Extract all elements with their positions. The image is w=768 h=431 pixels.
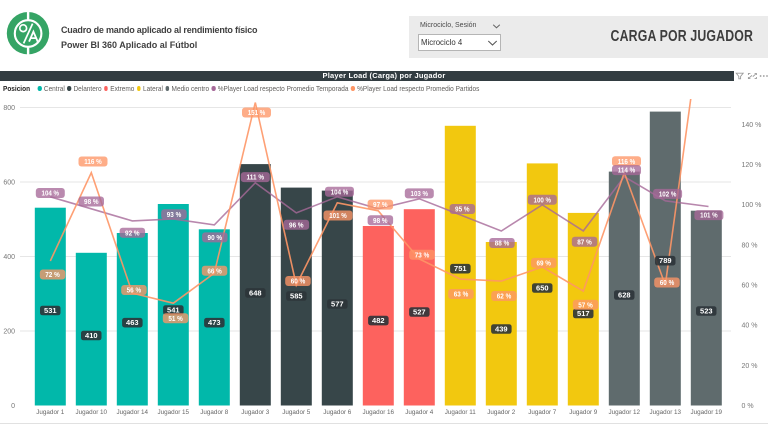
- svg-text:95 %: 95 %: [455, 205, 470, 214]
- svg-text:628: 628: [618, 293, 631, 300]
- svg-text:96 %: 96 %: [289, 220, 304, 229]
- svg-text:102 %: 102 %: [659, 190, 677, 199]
- svg-text:Jugador 10: Jugador 10: [76, 409, 108, 416]
- svg-text:151 %: 151 %: [248, 108, 266, 117]
- svg-text:585: 585: [290, 294, 303, 301]
- svg-text:140 %: 140 %: [742, 122, 762, 129]
- svg-text:63 %: 63 %: [454, 290, 469, 299]
- svg-text:577: 577: [331, 302, 344, 309]
- svg-text:56 %: 56 %: [127, 286, 142, 295]
- svg-text:98 %: 98 %: [84, 197, 99, 206]
- svg-text:101 %: 101 %: [329, 211, 347, 220]
- svg-text:650: 650: [536, 286, 549, 293]
- svg-text:92 %: 92 %: [125, 228, 140, 237]
- svg-text:Jugador 8: Jugador 8: [200, 409, 229, 416]
- svg-text:0 %: 0 %: [742, 403, 754, 410]
- svg-text:400: 400: [3, 254, 15, 261]
- svg-text:62 %: 62 %: [497, 292, 512, 301]
- svg-text:120 %: 120 %: [742, 162, 762, 169]
- svg-text:Jugador 7: Jugador 7: [528, 409, 557, 416]
- svg-text:482: 482: [372, 318, 385, 325]
- svg-text:751: 751: [454, 266, 467, 273]
- svg-text:72 %: 72 %: [45, 270, 60, 279]
- svg-text:800: 800: [3, 105, 15, 112]
- svg-text:66 %: 66 %: [207, 266, 222, 275]
- svg-text:Jugador 14: Jugador 14: [117, 409, 149, 416]
- svg-text:527: 527: [413, 310, 426, 317]
- svg-text:57 %: 57 %: [578, 300, 593, 309]
- svg-text:93 %: 93 %: [167, 210, 182, 219]
- svg-text:Jugador 1: Jugador 1: [36, 409, 65, 416]
- svg-text:104 %: 104 %: [42, 189, 60, 198]
- svg-text:Jugador 5: Jugador 5: [282, 409, 311, 416]
- svg-text:90 %: 90 %: [208, 233, 223, 242]
- svg-text:Jugador 3: Jugador 3: [241, 409, 270, 416]
- svg-text:116 %: 116 %: [84, 157, 102, 166]
- svg-text:463: 463: [126, 320, 139, 327]
- svg-text:Jugador 2: Jugador 2: [487, 409, 516, 416]
- svg-text:69 %: 69 %: [536, 259, 551, 268]
- svg-text:Jugador 13: Jugador 13: [650, 409, 682, 416]
- svg-text:541: 541: [167, 308, 180, 315]
- svg-text:60 %: 60 %: [291, 277, 306, 286]
- svg-text:80 %: 80 %: [742, 242, 758, 249]
- svg-text:200: 200: [3, 328, 15, 335]
- svg-text:Jugador 6: Jugador 6: [323, 409, 352, 416]
- svg-text:114 %: 114 %: [618, 166, 636, 175]
- svg-text:111 %: 111 %: [247, 173, 265, 182]
- svg-text:20 %: 20 %: [742, 363, 758, 370]
- svg-text:103 %: 103 %: [411, 189, 429, 198]
- svg-text:Jugador 11: Jugador 11: [445, 409, 477, 416]
- svg-text:73 %: 73 %: [415, 250, 430, 259]
- svg-text:88 %: 88 %: [495, 239, 510, 248]
- svg-text:523: 523: [700, 309, 713, 316]
- svg-text:648: 648: [249, 290, 262, 297]
- svg-text:116 %: 116 %: [618, 157, 636, 166]
- svg-text:Jugador 4: Jugador 4: [405, 409, 434, 416]
- svg-text:104 %: 104 %: [331, 187, 349, 196]
- svg-text:789: 789: [659, 258, 672, 265]
- svg-text:531: 531: [44, 308, 57, 315]
- svg-text:517: 517: [577, 311, 590, 318]
- svg-text:Jugador 15: Jugador 15: [158, 409, 190, 416]
- svg-text:101 %: 101 %: [700, 211, 718, 220]
- svg-text:439: 439: [495, 327, 508, 334]
- svg-text:97 %: 97 %: [373, 200, 388, 209]
- svg-text:87 %: 87 %: [577, 237, 592, 246]
- svg-text:60 %: 60 %: [660, 278, 675, 287]
- svg-text:Jugador 16: Jugador 16: [363, 409, 395, 416]
- svg-text:40 %: 40 %: [742, 323, 758, 330]
- svg-text:0: 0: [11, 403, 15, 410]
- svg-text:51 %: 51 %: [168, 314, 183, 323]
- svg-text:Jugador 12: Jugador 12: [609, 409, 641, 416]
- svg-text:410: 410: [85, 333, 98, 340]
- svg-text:Jugador 9: Jugador 9: [569, 409, 598, 416]
- svg-text:100 %: 100 %: [534, 195, 552, 204]
- svg-text:98 %: 98 %: [373, 216, 388, 225]
- svg-text:600: 600: [3, 179, 15, 186]
- svg-text:Jugador 19: Jugador 19: [691, 409, 723, 416]
- svg-text:473: 473: [208, 320, 221, 327]
- svg-text:100 %: 100 %: [742, 202, 762, 209]
- svg-text:60 %: 60 %: [742, 283, 758, 290]
